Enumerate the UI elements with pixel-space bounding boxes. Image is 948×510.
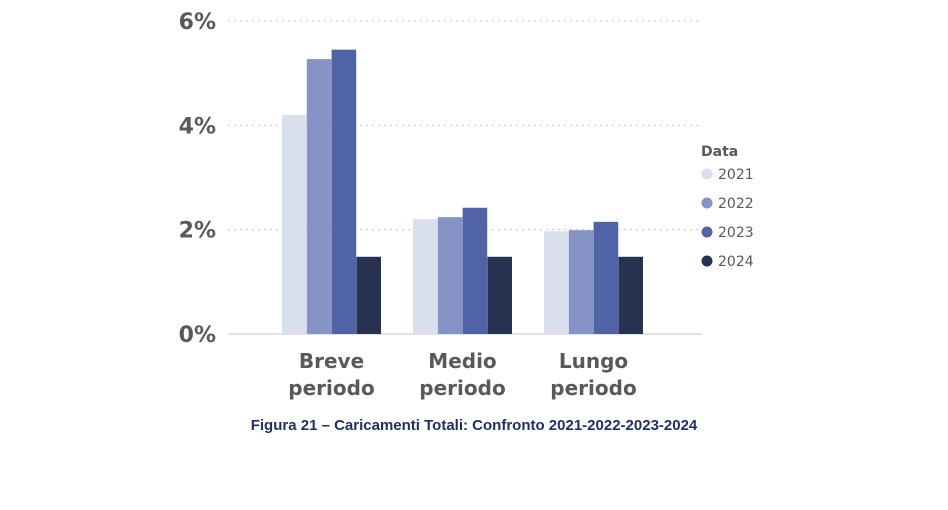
- x-tick-label: Medio: [428, 349, 496, 373]
- bar: [306, 59, 332, 334]
- bar: [462, 207, 488, 334]
- y-tick-label: 4%: [179, 114, 216, 139]
- y-tick-label: 2%: [179, 219, 216, 244]
- legend-label: 2024: [718, 254, 754, 270]
- x-tick-label: periodo: [288, 376, 374, 400]
- bar: [437, 217, 463, 334]
- x-tick-label: periodo: [419, 376, 505, 400]
- bar: [544, 231, 569, 334]
- bar: [618, 256, 643, 334]
- x-tick-label: periodo: [550, 376, 636, 400]
- bar: [568, 230, 594, 334]
- legend-marker: [701, 168, 713, 180]
- legend-label: 2021: [718, 167, 754, 183]
- bar: [593, 221, 619, 334]
- legend-label: 2022: [718, 196, 754, 212]
- bar: [413, 219, 438, 334]
- x-tick-label: Lungo: [559, 349, 628, 373]
- y-tick-label: 0%: [179, 323, 216, 348]
- bar: [487, 256, 512, 334]
- bar: [331, 49, 357, 335]
- legend-marker: [701, 197, 713, 209]
- x-tick-label: Breve: [299, 349, 364, 373]
- legend-marker: [701, 226, 713, 238]
- bar-chart: 0% 2% 4% 6% Breve periodo Medio periodo Lungo per…: [179, 10, 754, 400]
- figure-caption: Figura 21 – Caricamenti Totali: Confront…: [250, 417, 698, 434]
- legend-title: Data: [701, 144, 738, 160]
- bar: [282, 114, 307, 335]
- bar: [356, 256, 381, 334]
- legend-label: 2023: [718, 225, 754, 241]
- legend-marker: [701, 255, 713, 267]
- y-tick-label: 6%: [179, 10, 216, 35]
